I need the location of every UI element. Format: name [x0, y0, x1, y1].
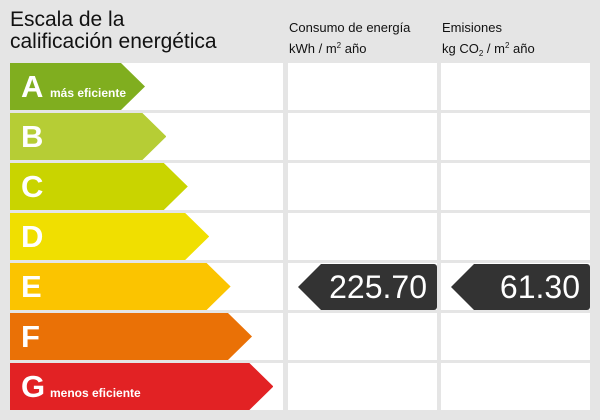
emisiones-cell	[441, 113, 590, 160]
consumo-value-badge: 225.70	[298, 264, 437, 310]
column-header-consumo: Consumo de energía kWh / m2 año	[289, 20, 411, 56]
rating-arrow-c: C	[10, 163, 188, 210]
rating-label: más eficiente	[50, 86, 127, 100]
rating-letter: E	[21, 269, 42, 304]
rating-letter: F	[21, 319, 40, 354]
emisiones-value-badge: 61.30	[451, 264, 590, 310]
consumo-cell	[288, 313, 437, 360]
consumo-cell	[288, 63, 437, 110]
emisiones-cell	[441, 163, 590, 210]
rating-letter: A	[21, 69, 44, 104]
emisiones-cell	[441, 363, 590, 410]
consumo-cell	[288, 163, 437, 210]
rating-letter: D	[21, 219, 44, 254]
rating-arrow-d: D	[10, 213, 209, 260]
rating-letter: C	[21, 169, 44, 204]
page-title: Escala de la calificación energética	[10, 8, 217, 53]
consumo-cell	[288, 213, 437, 260]
rating-arrow-e: E	[10, 263, 231, 310]
emisiones-cell	[441, 63, 590, 110]
consumo-cell	[288, 113, 437, 160]
emisiones-cell	[441, 313, 590, 360]
rating-letter: B	[21, 119, 44, 154]
rating-letter: G	[21, 369, 46, 404]
rating-label: menos eficiente	[50, 386, 141, 400]
consumo-cell	[288, 363, 437, 410]
rating-arrow-b: B	[10, 113, 166, 160]
emisiones-cell	[441, 213, 590, 260]
rating-arrow-f: F	[10, 313, 252, 360]
column-header-emisiones: Emisiones kg CO2 / m2 año	[442, 20, 535, 58]
